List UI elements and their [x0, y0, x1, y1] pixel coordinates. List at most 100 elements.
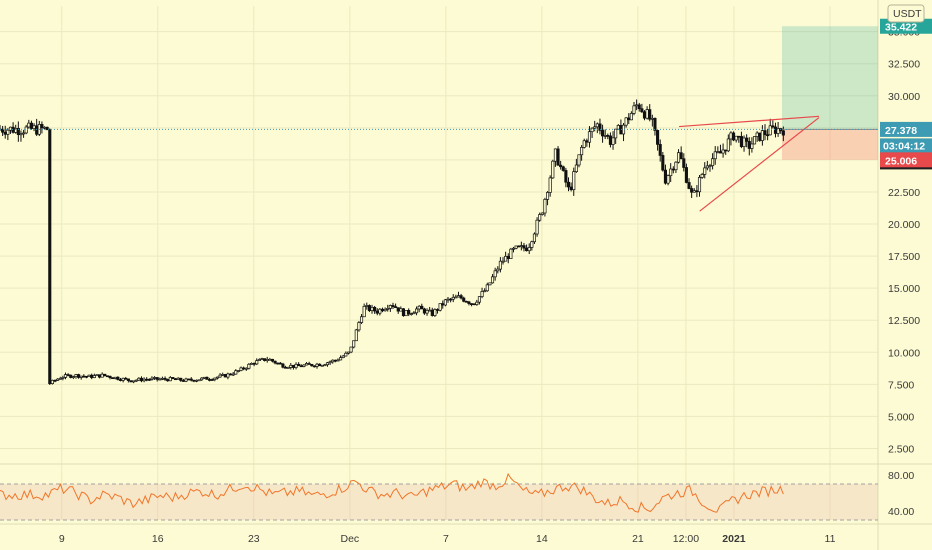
candle-body: [265, 359, 269, 361]
candle-body: [540, 212, 544, 215]
time-tick-label: 16: [152, 533, 164, 545]
candle-body: [328, 361, 332, 364]
candle-body: [441, 303, 445, 306]
currency-selector[interactable]: USDT: [887, 4, 925, 23]
oscillator-tick-label: 40.00: [888, 506, 914, 518]
candle-body: [56, 378, 60, 381]
candle-body: [98, 374, 102, 378]
candle-body: [480, 291, 484, 297]
candle-body: [543, 199, 547, 214]
candle-body: [218, 374, 222, 378]
candle-body: [367, 305, 371, 312]
price-tick-label: 12.500: [888, 315, 920, 327]
candle-body: [766, 134, 770, 137]
candle-body: [595, 123, 599, 128]
candle-body: [755, 132, 759, 137]
candle-body: [585, 140, 589, 143]
candle-body: [121, 377, 125, 381]
candle-body: [213, 377, 217, 381]
candle-body: [304, 363, 309, 366]
candle-body: [574, 164, 578, 173]
candlestick-series: [0, 99, 785, 385]
candle-body: [294, 363, 298, 368]
candle-body: [582, 140, 586, 148]
candle-body: [231, 373, 235, 376]
candle-body: [635, 104, 639, 107]
candle-body: [658, 144, 662, 156]
candle-body: [40, 124, 44, 129]
candle-body: [708, 165, 712, 167]
oscillator-tick-label: 80.00: [888, 470, 914, 482]
candle-body: [422, 308, 426, 314]
candle-body: [260, 358, 264, 360]
candle-body: [509, 248, 513, 260]
candle-body: [179, 377, 183, 381]
candle-body: [22, 132, 26, 135]
candle-body: [690, 188, 694, 193]
candle-body: [344, 352, 348, 357]
candle-body: [129, 380, 133, 383]
candle-body: [718, 151, 723, 154]
candle-body: [498, 260, 502, 270]
candle-body: [126, 378, 130, 381]
candle-body: [325, 362, 330, 366]
candle-body: [737, 135, 741, 138]
candle-body: [742, 137, 746, 147]
candle-body: [501, 260, 505, 263]
candle-body: [645, 109, 649, 119]
candle-body: [561, 166, 565, 171]
time-axis[interactable]: 9 16 23 Dec 7 14 21 12:00 2021 11: [59, 533, 836, 545]
candle-body: [291, 364, 295, 368]
candle-body: [721, 149, 725, 154]
candle-body: [456, 295, 461, 298]
candle-body: [132, 380, 136, 383]
candle-body: [525, 247, 529, 252]
candle-body: [734, 135, 738, 141]
candle-body: [79, 375, 83, 378]
candle-body: [627, 117, 631, 121]
candle-body: [1, 128, 5, 133]
candle-body: [24, 126, 28, 134]
last-price-badge-text: 27.378: [885, 125, 917, 137]
candle-body: [181, 380, 185, 382]
candle-body: [284, 366, 288, 369]
candle-body: [84, 375, 89, 378]
candle-body: [616, 125, 620, 130]
candle-body: [548, 177, 552, 193]
candle-body: [228, 373, 233, 376]
price-tick-label: 20.000: [888, 219, 920, 231]
candle-body: [420, 305, 424, 310]
long-position-tool[interactable]: [781, 26, 878, 160]
candle-body: [270, 358, 275, 362]
candle-body: [428, 309, 432, 312]
candle-body: [286, 367, 290, 369]
candle-body: [19, 133, 23, 136]
candle-body: [682, 158, 686, 168]
candle-body: [205, 376, 209, 380]
candle-body: [451, 296, 455, 300]
candle-body: [624, 117, 628, 126]
candle-body: [200, 377, 204, 381]
candle-body: [692, 190, 696, 193]
candle-body: [758, 132, 762, 141]
entry-price-badge-text: 25.006: [885, 155, 917, 167]
candle-body: [166, 379, 170, 382]
candle-body: [572, 171, 576, 191]
candle-body: [297, 363, 301, 367]
candle-body: [357, 322, 361, 331]
candle-body: [729, 132, 733, 140]
candle-body: [116, 376, 120, 380]
candle-body: [341, 355, 345, 358]
rising-wedge-lines[interactable]: [679, 115, 820, 212]
candle-body: [310, 363, 314, 367]
candle-body: [354, 329, 358, 342]
candle-body: [650, 117, 654, 120]
candle-body: [519, 245, 523, 247]
candle-body: [82, 375, 86, 378]
candle-body: [58, 378, 62, 380]
candle-body: [666, 175, 670, 184]
candle-body: [569, 186, 573, 191]
candle-body: [302, 364, 306, 367]
candle-body: [71, 376, 75, 378]
